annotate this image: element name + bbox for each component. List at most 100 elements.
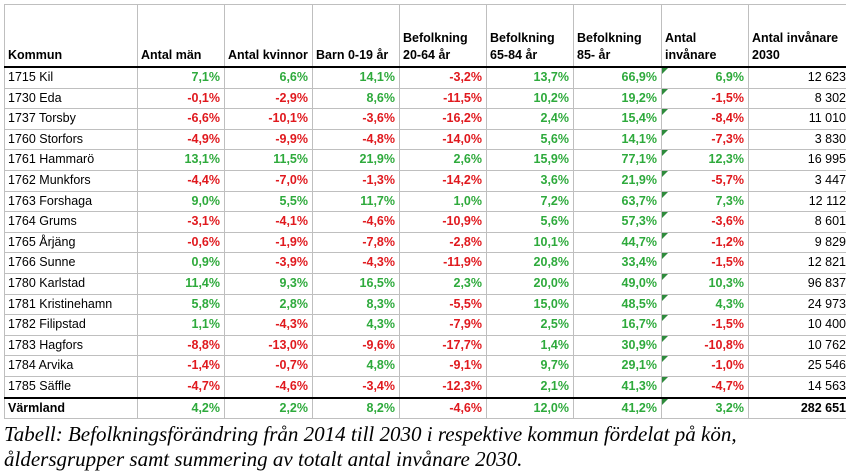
percent-cell: -3,6% [312,108,400,130]
percent-cell: 8,6% [312,87,400,110]
percent-cell: -6,6% [137,108,225,130]
inhabitants-2030-cell: 282 651 [748,396,846,420]
table-row: 1762 Munkfors -4,4% -7,0% -1,3% -14,2% 3,6% 21… [4,169,846,192]
percent-cell: -1,5% [661,252,749,274]
column-header-20-64: Befolkning 20-64 år [399,4,487,68]
table-row: 1783 Hagfors -8,8% -13,0% -9,6% -17,7% 1,4% 30… [4,334,846,357]
percent-cell: 5,6% [486,128,574,151]
inhabitants-2030-cell: 96 837 [748,272,846,295]
table-row: 1784 Arvika -1,4% -0,7% 4,8% -9,1% 9,7% 29,1% -… [4,355,846,377]
percent-cell: -9,9% [224,128,313,151]
percent-cell: 2,8% [224,293,313,316]
summary-row: Värmland 4,2% 2,2% 8,2% -4,6% 12,0% 41,2% 3,2% 2… [4,396,846,420]
percent-cell: -10,8% [661,334,749,357]
inhabitants-2030-cell: 12 112 [748,190,846,213]
percent-cell: -4,6% [312,211,400,233]
percent-cell: -9,6% [312,334,400,357]
kommun-cell: 1715 Kil [4,66,138,89]
percent-cell: -12,3% [399,375,487,399]
percent-cell: 14,1% [573,128,662,151]
percent-cell: 14,1% [312,66,400,89]
percent-cell: 3,2% [661,396,749,420]
kommun-cell: 1760 Storfors [4,128,138,151]
percent-cell: 19,2% [573,87,662,110]
percent-cell: 2,2% [224,396,313,420]
percent-cell: 66,9% [573,66,662,89]
kommun-cell: Värmland [4,396,138,420]
percent-cell: 4,8% [312,355,400,377]
percent-cell: 0,9% [137,252,225,274]
percent-cell: -4,3% [312,252,400,274]
percent-cell: -0,6% [137,231,225,254]
inhabitants-2030-cell: 3 830 [748,128,846,151]
kommun-cell: 1762 Munkfors [4,169,138,192]
inhabitants-2030-cell: 3 447 [748,169,846,192]
percent-cell: -4,4% [137,169,225,192]
percent-cell: -13,0% [224,334,313,357]
percent-cell: -0,7% [224,355,313,377]
inhabitants-2030-cell: 12 821 [748,252,846,274]
inhabitants-2030-cell: 10 400 [748,314,846,336]
percent-cell: -4,7% [137,375,225,399]
column-header-65-84: Befolkning 65-84 år [486,4,574,68]
header-row: Kommun Antal män Antal kvinnor Barn 0-19… [4,4,846,68]
inhabitants-2030-cell: 11 010 [748,108,846,130]
kommun-cell: 1761 Hammarö [4,149,138,171]
inhabitants-2030-cell: 16 995 [748,149,846,171]
percent-cell: 11,4% [137,272,225,295]
percent-cell: -4,9% [137,128,225,151]
percent-cell: 63,7% [573,190,662,213]
table-row: 1780 Karlstad 11,4% 9,3% 16,5% 2,3% 20,0% 49,0… [4,272,846,295]
inhabitants-2030-cell: 25 546 [748,355,846,377]
table-row: 1715 Kil 7,1% 6,6% 14,1% -3,2% 13,7% 66,9% 6,9%… [4,66,846,89]
percent-cell: 8,2% [312,396,400,420]
percent-cell: -7,3% [661,128,749,151]
table-row: 1785 Säffle -4,7% -4,6% -3,4% -12,3% 2,1% 41,3… [4,375,846,399]
percent-cell: -16,2% [399,108,487,130]
kommun-cell: 1737 Torsby [4,108,138,130]
percent-cell: -1,2% [661,231,749,254]
kommun-cell: 1730 Eda [4,87,138,110]
percent-cell: -7,0% [224,169,313,192]
percent-cell: -4,8% [312,128,400,151]
percent-cell: 12,3% [661,149,749,171]
percent-cell: -3,1% [137,211,225,233]
inhabitants-2030-cell: 14 563 [748,375,846,399]
table-row: 1760 Storfors -4,9% -9,9% -4,8% -14,0% 5,6% 14… [4,128,846,151]
percent-cell: 33,4% [573,252,662,274]
column-header-kommun: Kommun [4,4,138,68]
percent-cell: 11,5% [224,149,313,171]
kommun-cell: 1766 Sunne [4,252,138,274]
kommun-cell: 1783 Hagfors [4,334,138,357]
percent-cell: 5,8% [137,293,225,316]
kommun-cell: 1765 Årjäng [4,231,138,254]
percent-cell: -1,4% [137,355,225,377]
table-row: 1781 Kristinehamn 5,8% 2,8% 8,3% -5,5% 15,0% 4… [4,293,846,316]
percent-cell: -11,9% [399,252,487,274]
table-row: 1761 Hammarö 13,1% 11,5% 21,9% 2,6% 15,9% 77,1… [4,149,846,171]
percent-cell: 4,3% [661,293,749,316]
column-header-men: Antal män [137,4,225,68]
percent-cell: 16,5% [312,272,400,295]
percent-cell: 29,1% [573,355,662,377]
percent-cell: 12,0% [486,396,574,420]
percent-cell: 13,1% [137,149,225,171]
percent-cell: 1,1% [137,314,225,336]
column-header-children: Barn 0-19 år [312,4,400,68]
percent-cell: -0,1% [137,87,225,110]
percent-cell: 13,7% [486,66,574,89]
table-row: 1730 Eda -0,1% -2,9% 8,6% -11,5% 10,2% 19,2% -1… [4,87,846,110]
percent-cell: 15,4% [573,108,662,130]
percent-cell: 10,1% [486,231,574,254]
percent-cell: 6,9% [661,66,749,89]
percent-cell: -9,1% [399,355,487,377]
percent-cell: 9,7% [486,355,574,377]
percent-cell: 3,6% [486,169,574,192]
percent-cell: 5,5% [224,190,313,213]
percent-cell: 57,3% [573,211,662,233]
percent-cell: -14,2% [399,169,487,192]
percent-cell: 1,0% [399,190,487,213]
kommun-cell: 1780 Karlstad [4,272,138,295]
percent-cell: 20,8% [486,252,574,274]
percent-cell: -4,6% [224,375,313,399]
